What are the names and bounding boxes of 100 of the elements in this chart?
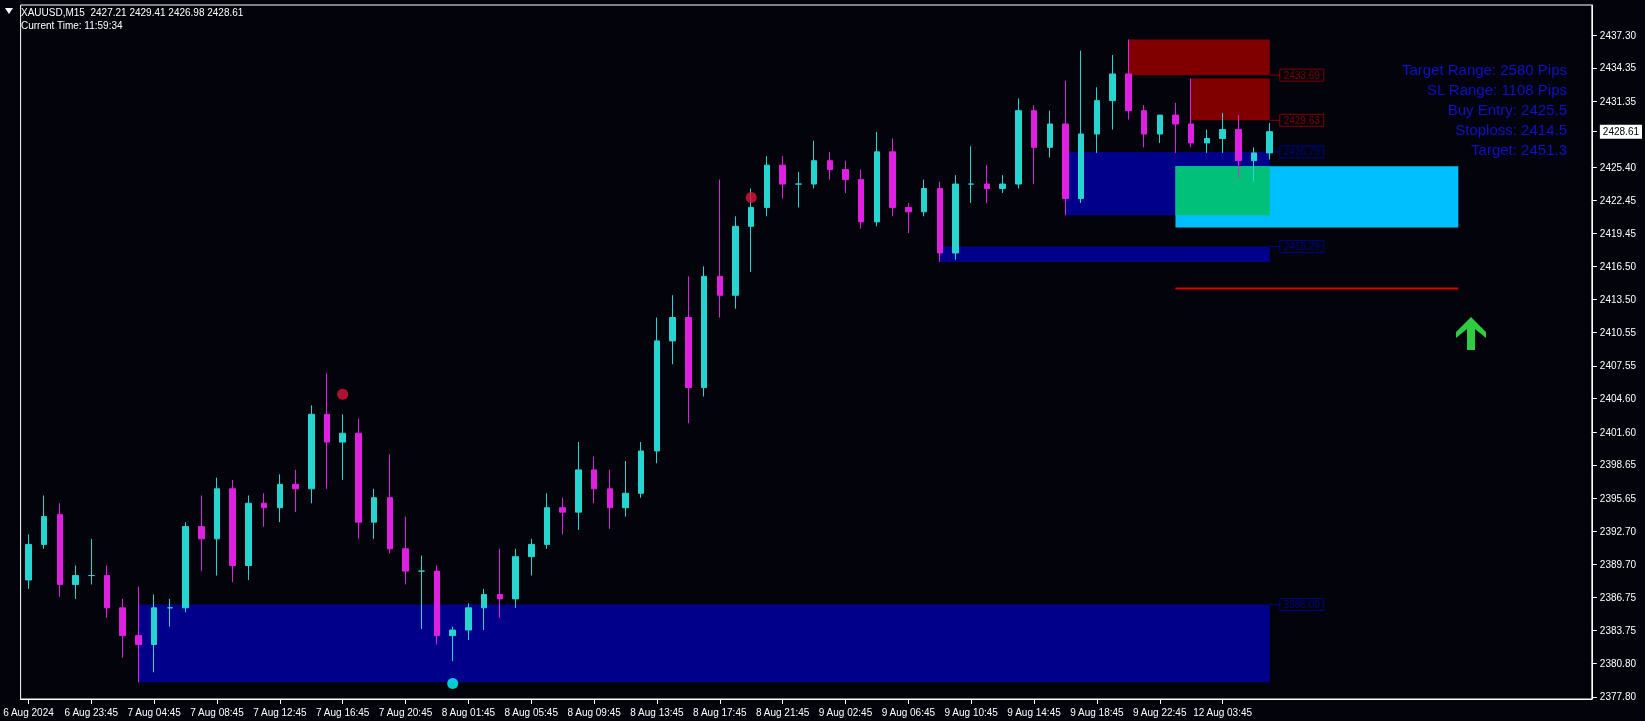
x-tick-label: 9 Aug 22:45 xyxy=(1133,706,1187,718)
candlestick xyxy=(229,479,236,583)
candlestick xyxy=(984,164,990,204)
x-tick-label: 8 Aug 17:45 xyxy=(693,706,747,718)
candlestick xyxy=(905,202,912,234)
candlestick xyxy=(1219,112,1226,154)
candlestick xyxy=(292,469,299,513)
annotation: SL Range: 1108 Pips xyxy=(1426,81,1567,98)
point xyxy=(337,388,349,400)
candlestick xyxy=(371,488,377,540)
candlestick xyxy=(1047,110,1053,158)
y-tick-label: 2395.65 xyxy=(1599,492,1637,504)
y-tick-label: 2386.75 xyxy=(1599,591,1637,603)
point xyxy=(447,677,459,689)
candlestick xyxy=(182,521,189,613)
candlestick xyxy=(1157,114,1163,144)
annotation: Target: 2451.3 xyxy=(1471,141,1567,158)
x-tick-label: 7 Aug 12:45 xyxy=(253,706,307,718)
y-tick-label: 2434.35 xyxy=(1599,62,1637,74)
x-tick-label: 12 Aug 03:45 xyxy=(1193,706,1253,718)
candlestick xyxy=(717,179,723,319)
candlestick xyxy=(685,275,692,424)
candlestick xyxy=(72,565,79,600)
x-tick-label: 6 Aug 23:45 xyxy=(64,706,119,718)
candlestick xyxy=(654,317,660,464)
candlestick xyxy=(261,492,267,528)
candlestick xyxy=(1109,54,1116,131)
y-tick-label: 2380.80 xyxy=(1599,657,1637,669)
candlestick xyxy=(858,169,864,230)
candlestick xyxy=(937,181,943,263)
candlestick xyxy=(999,174,1006,194)
candlestick xyxy=(402,516,409,585)
x-tick-label: 8 Aug 01:45 xyxy=(441,706,496,718)
candlestick xyxy=(795,171,802,208)
x-tick-label: 7 Aug 20:45 xyxy=(378,706,433,718)
y-tick-label: 2401.60 xyxy=(1599,426,1637,438)
candlestick xyxy=(434,565,440,645)
candlestick xyxy=(1172,102,1179,154)
candlestick xyxy=(324,372,330,490)
candlestick xyxy=(779,155,786,200)
band-label: 2418.29 xyxy=(1283,240,1321,252)
candlestick xyxy=(889,137,896,217)
candlestick xyxy=(1125,38,1132,121)
candlestick xyxy=(811,140,817,190)
x-tick-label: 8 Aug 21:45 xyxy=(755,706,810,718)
candlestick xyxy=(449,626,456,662)
y-tick-label: 2419.45 xyxy=(1599,228,1637,240)
candlestick xyxy=(952,174,959,261)
chart-title: XAUUSD,M15 2427.21 2429.41 2426.98 2428.61 xyxy=(21,6,244,18)
candlestick xyxy=(57,502,63,598)
candlestick xyxy=(512,548,519,609)
band-label: 2433.69 xyxy=(1283,69,1321,81)
candlestick xyxy=(465,602,472,641)
candlestick xyxy=(308,404,315,504)
candlestick xyxy=(1015,97,1022,190)
x-tick-label: 9 Aug 10:45 xyxy=(944,706,999,718)
annotation: Buy Entry: 2425.5 xyxy=(1447,101,1567,118)
candlestick xyxy=(167,598,173,628)
y-tick-label: 2416.50 xyxy=(1599,260,1637,272)
candlestick xyxy=(1188,77,1194,148)
candlestick xyxy=(732,215,739,310)
candlestick xyxy=(559,497,566,535)
candlestick xyxy=(764,155,770,217)
candlestick xyxy=(1251,146,1257,183)
point xyxy=(745,191,757,203)
band-label: 2386.09 xyxy=(1283,599,1321,611)
band-label: 2426.79 xyxy=(1283,146,1321,158)
candlestick xyxy=(135,586,142,683)
band-label: 2429.63 xyxy=(1283,114,1321,126)
candlestick xyxy=(921,179,927,217)
candlestick xyxy=(41,494,47,550)
candlestick xyxy=(25,533,32,590)
candlestick xyxy=(968,145,974,204)
candlestick xyxy=(874,131,880,227)
y-tick-label: 2377.80 xyxy=(1599,691,1637,703)
candlestick xyxy=(607,469,613,530)
x-tick-label: 9 Aug 14:45 xyxy=(1007,706,1062,718)
x-tick-label: 9 Aug 06:45 xyxy=(881,706,936,718)
candlestick xyxy=(1062,80,1069,216)
candlestick xyxy=(1141,104,1147,148)
y-tick-label: 2413.50 xyxy=(1599,294,1637,306)
x-tick-label: 7 Aug 08:45 xyxy=(190,706,245,718)
candlestick xyxy=(701,265,707,397)
y-tick-label: 2398.65 xyxy=(1599,459,1637,471)
candlestick xyxy=(528,538,535,577)
candlestick xyxy=(1094,86,1100,154)
y-tick-label: 2425.40 xyxy=(1599,161,1637,173)
candlestick xyxy=(214,477,220,577)
candlestick xyxy=(591,456,597,504)
candlestick xyxy=(104,565,110,619)
candlestick xyxy=(497,548,503,619)
candlestick xyxy=(88,538,95,585)
y-tick-label: 2392.70 xyxy=(1599,525,1637,537)
candlestick xyxy=(481,588,487,631)
candlestick xyxy=(669,294,676,365)
candlestick xyxy=(418,555,425,630)
candlestick xyxy=(277,473,283,523)
candlestick xyxy=(575,441,582,531)
x-tick-label: 9 Aug 02:45 xyxy=(818,706,873,718)
candlestick xyxy=(198,494,205,572)
